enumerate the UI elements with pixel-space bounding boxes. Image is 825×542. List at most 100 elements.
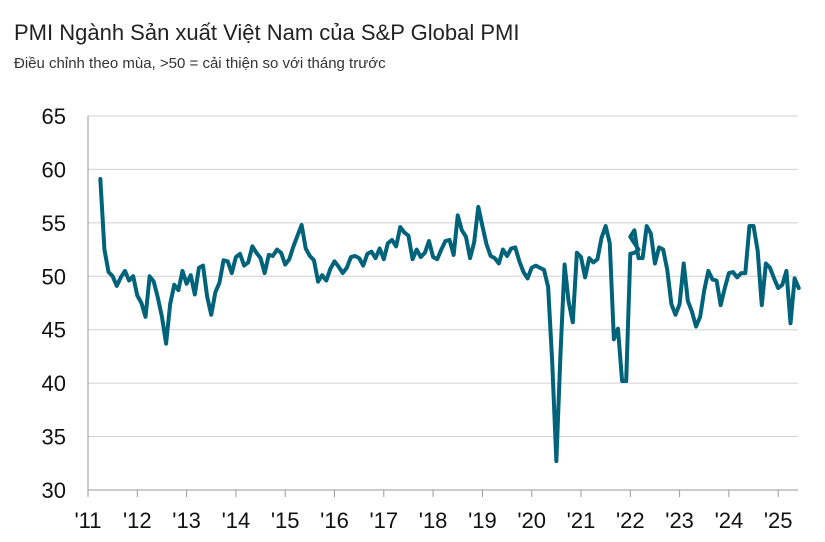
x-tick-label: '16 xyxy=(320,508,349,533)
data-point xyxy=(177,289,179,291)
data-point xyxy=(719,304,721,306)
data-point xyxy=(374,257,376,259)
data-point xyxy=(551,362,553,364)
data-point xyxy=(136,294,138,296)
data-point xyxy=(222,259,224,261)
data-point xyxy=(572,321,574,323)
data-point xyxy=(428,240,430,242)
data-point xyxy=(789,322,791,324)
data-point xyxy=(157,296,159,298)
data-point xyxy=(592,261,594,263)
data-point xyxy=(391,239,393,241)
data-point xyxy=(485,243,487,245)
data-point xyxy=(407,234,409,236)
data-point xyxy=(305,247,307,249)
data-point xyxy=(148,275,150,277)
data-point xyxy=(288,258,290,260)
data-point xyxy=(387,242,389,244)
data-point xyxy=(99,178,101,180)
data-point xyxy=(321,274,323,276)
data-point xyxy=(218,282,220,284)
data-point xyxy=(637,248,639,250)
data-point xyxy=(580,256,582,258)
data-point xyxy=(617,327,619,329)
data-point xyxy=(210,314,212,316)
data-point xyxy=(736,276,738,278)
data-point xyxy=(173,284,175,286)
data-point xyxy=(576,252,578,254)
data-point xyxy=(646,225,648,227)
data-point xyxy=(662,248,664,250)
data-point xyxy=(498,262,500,264)
data-point xyxy=(666,269,668,271)
data-point xyxy=(629,236,631,238)
data-point xyxy=(280,252,282,254)
data-point xyxy=(403,231,405,233)
data-point xyxy=(744,272,746,274)
data-point xyxy=(674,314,676,316)
data-point xyxy=(292,245,294,247)
data-point xyxy=(732,271,734,273)
data-point xyxy=(596,258,598,260)
data-point xyxy=(111,275,113,277)
data-point xyxy=(395,245,397,247)
data-point xyxy=(777,287,779,289)
y-tick-label: 40 xyxy=(42,371,66,396)
data-point xyxy=(473,241,475,243)
data-point xyxy=(765,262,767,264)
data-point xyxy=(773,277,775,279)
data-point xyxy=(251,245,253,247)
data-point xyxy=(506,255,508,257)
data-point xyxy=(600,237,602,239)
x-tick-label: '11 xyxy=(74,508,101,533)
x-axis-ticks: '11 '12 '13 '14 '15 '16 '17 '18 '19 '20 '21 '22 '23 '… xyxy=(74,490,793,533)
data-point xyxy=(752,225,754,227)
x-tick-label: '24 xyxy=(715,508,744,533)
data-point xyxy=(457,214,459,216)
data-point xyxy=(346,267,348,269)
data-point xyxy=(190,274,192,276)
data-point xyxy=(604,225,606,227)
pmi-series-line xyxy=(98,177,801,464)
data-point xyxy=(715,279,717,281)
data-point xyxy=(337,265,339,267)
data-point xyxy=(510,247,512,249)
x-tick-label: '19 xyxy=(468,508,497,533)
data-point xyxy=(629,253,631,255)
data-point xyxy=(785,270,787,272)
data-point xyxy=(132,275,134,277)
data-point xyxy=(378,247,380,249)
data-point xyxy=(362,264,364,266)
data-point xyxy=(469,257,471,259)
data-point xyxy=(707,270,709,272)
data-point xyxy=(358,257,360,259)
data-point xyxy=(613,338,615,340)
data-point xyxy=(728,272,730,274)
x-tick-label: '17 xyxy=(369,508,398,533)
data-point xyxy=(116,285,118,287)
y-tick-label: 60 xyxy=(42,157,66,182)
x-tick-label: '13 xyxy=(172,508,201,533)
data-point xyxy=(313,259,315,261)
data-point xyxy=(584,276,586,278)
data-point xyxy=(214,291,216,293)
data-point xyxy=(206,295,208,297)
data-point xyxy=(436,258,438,260)
data-point xyxy=(465,236,467,238)
data-point xyxy=(350,256,352,258)
data-point xyxy=(333,260,335,262)
data-point xyxy=(609,242,611,244)
data-point xyxy=(276,248,278,250)
data-point xyxy=(683,262,685,264)
data-point xyxy=(514,246,516,248)
data-point xyxy=(272,255,274,257)
y-tick-label: 30 xyxy=(42,478,66,503)
x-tick-label: '15 xyxy=(271,508,300,533)
data-point xyxy=(769,267,771,269)
chart-title: PMI Ngành Sản xuất Việt Nam của S&P Glob… xyxy=(14,20,520,45)
data-point xyxy=(128,279,130,281)
data-point xyxy=(448,239,450,241)
data-point xyxy=(411,258,413,260)
data-point xyxy=(793,277,795,279)
data-point xyxy=(202,264,204,266)
